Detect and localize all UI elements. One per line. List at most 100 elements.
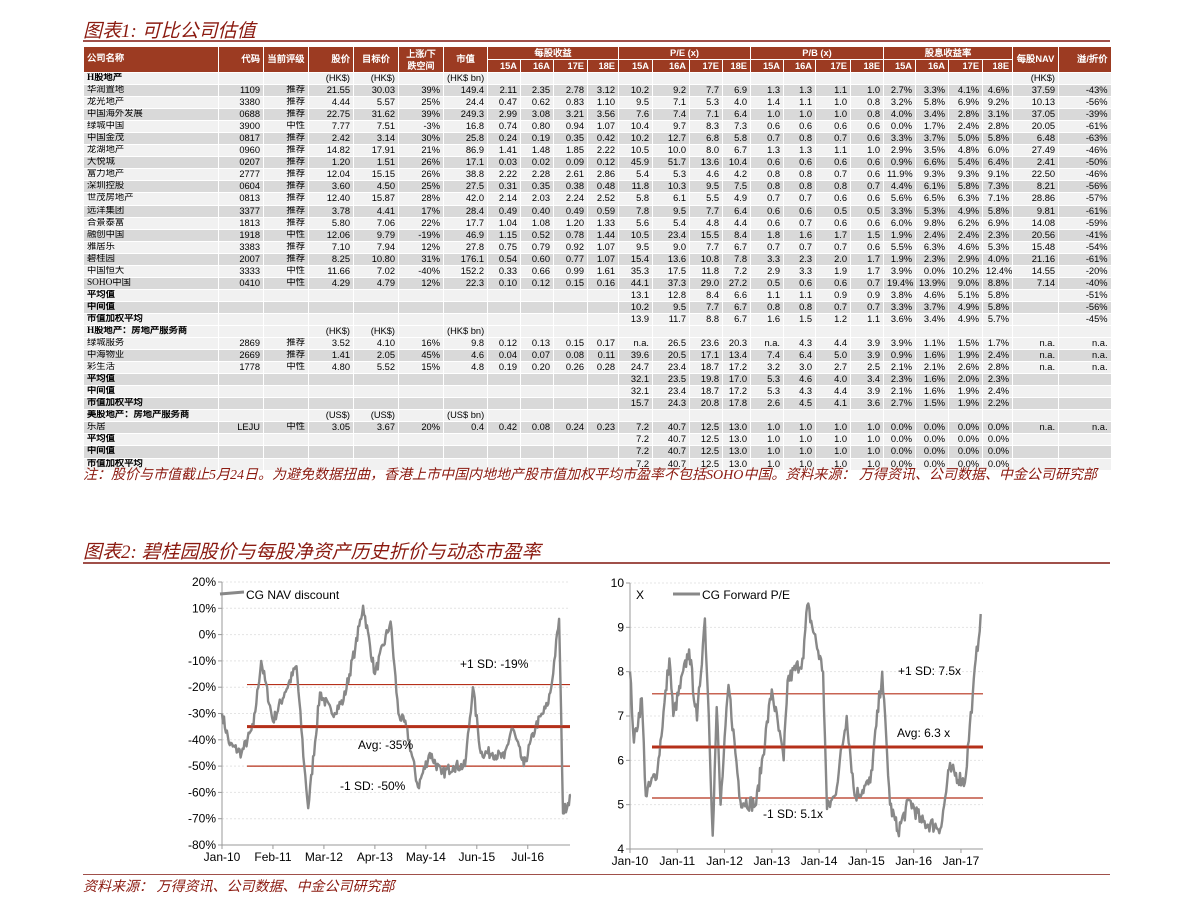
table-cell [520, 313, 554, 326]
table-cell: 0.35 [553, 132, 588, 146]
table-cell: 0688 [218, 108, 264, 122]
table-row: 绿城中国 3900 中性 7.77 7.51 -3% 16.8 0.74 0.80 0.94 1.0… [83, 120, 1111, 134]
x-tick-label: Jan-13 [753, 854, 790, 868]
table-cell: 2.3% [982, 373, 1013, 387]
table-cell: 0.16 [586, 277, 619, 290]
table-cell: 4.9 [722, 192, 751, 206]
table-cell: 176.1 [443, 253, 488, 266]
table-cell: 3900 [218, 120, 264, 134]
x-tick-label: Jan-17 [943, 854, 980, 868]
table-cell: 44.1 [618, 277, 653, 290]
table-cell: 1.5% [948, 337, 983, 351]
header-code: 代码 [218, 47, 264, 73]
table-cell: 推荐 [263, 205, 309, 218]
table-cell: 5.8% [982, 205, 1013, 218]
table-cell: 4.0 [815, 373, 851, 387]
table-cell [553, 325, 588, 339]
table-cell: 0.03 [487, 156, 521, 170]
table-cell: 0.07 [520, 349, 554, 363]
table-cell: 6.6 [722, 289, 751, 302]
table-cell [586, 72, 619, 86]
table-cell [586, 313, 619, 326]
table-cell: 3.8% [883, 289, 916, 302]
table-cell [308, 445, 354, 459]
table-cell: 0.8 [783, 180, 816, 194]
table-cell: 2.3% [915, 253, 949, 266]
table-cell [487, 325, 521, 339]
table-cell: 0.6 [783, 205, 816, 218]
table-cell [218, 409, 264, 423]
table-cell: 14.82 [308, 144, 354, 158]
summary-row: 市值加权平均 7.2 40.7 12.5 13.0 1.0 1.0 1.0 1.0 0.0% 0.0… [83, 458, 1111, 471]
table-cell: 4.5 [783, 397, 816, 411]
table-cell [263, 301, 309, 314]
table-cell: 2.8% [982, 120, 1013, 134]
table-cell [1012, 325, 1059, 339]
table-cell: 0.7 [783, 192, 816, 206]
table-cell [750, 72, 784, 86]
table-cell: 4.80 [308, 361, 354, 375]
table-cell: 6.3% [915, 241, 949, 254]
section-row: H股地产：房地产服务商 (HK$) (HK$) (HK$ bn) [83, 325, 1111, 339]
table-cell: -57% [1058, 192, 1111, 206]
header-pb: P/B (x) [750, 47, 884, 60]
table-cell [783, 409, 816, 423]
table-cell: 9.5 [618, 241, 653, 254]
table-cell: 9.1% [982, 168, 1013, 182]
table-cell: -63% [1058, 132, 1111, 146]
table-cell: 9.79 [353, 229, 399, 242]
table-cell: 8.8% [982, 277, 1013, 290]
table-cell: 15% [398, 361, 444, 375]
table-cell [353, 433, 399, 447]
header-year-18E: 18E [850, 59, 884, 73]
table-cell: 0.60 [520, 253, 554, 266]
table-cell: 远洋集团 [83, 205, 219, 218]
table-cell [982, 325, 1013, 339]
header-year-15A: 15A [750, 59, 784, 73]
table-cell: 5.6 [618, 217, 653, 230]
table-cell: 7.4 [750, 349, 784, 363]
ref-label-avg: Avg: -35% [358, 738, 413, 752]
table-cell [722, 409, 751, 423]
table-cell [263, 409, 309, 423]
table-cell: 4.6% [948, 241, 983, 254]
table-cell: -56% [1058, 180, 1111, 194]
table-cell: 0.6 [815, 120, 851, 134]
table-cell: 3.3% [915, 84, 949, 98]
table-cell [263, 325, 309, 339]
table-cell [487, 289, 521, 302]
table-cell: 6.7 [722, 241, 751, 254]
table-cell: 3333 [218, 265, 264, 278]
x-tick-label: Jul-16 [511, 850, 544, 864]
table-cell: 0.7 [783, 217, 816, 230]
table-cell: 45.9 [618, 156, 653, 170]
table-cell: 1.8 [750, 229, 784, 242]
table-cell: 6.48 [1012, 132, 1059, 146]
legend-label: CG NAV discount [246, 588, 340, 602]
header-year-16A: 16A [652, 59, 690, 73]
table-cell [487, 458, 521, 471]
y-tick-label: 6 [617, 753, 624, 767]
table-cell: -45% [1058, 313, 1111, 326]
table-cell: 5.3% [982, 241, 1013, 254]
table-cell [487, 433, 521, 447]
table-cell [883, 325, 916, 339]
table-cell: 1.1 [815, 84, 851, 98]
table-cell: 17.2 [722, 385, 751, 399]
table-cell: 3377 [218, 205, 264, 218]
table-cell: 1.6% [915, 349, 949, 363]
table-cell: 7.3% [982, 180, 1013, 194]
table-cell [915, 72, 949, 86]
x-tick-label: Jan-10 [204, 850, 241, 864]
y-tick-label: 4 [617, 842, 624, 856]
table-cell: 3.9 [850, 385, 884, 399]
table-cell: 13.9% [915, 277, 949, 290]
table-cell: 26.5 [652, 337, 690, 351]
table-cell: 龙光地产 [83, 96, 219, 110]
title-rule [83, 40, 1110, 42]
header-yield: 股息收益率 [883, 47, 1013, 60]
header-year-17E: 17E [689, 59, 723, 73]
table-cell: 18.7 [689, 385, 723, 399]
table-cell: 1.0 [815, 458, 851, 471]
table-cell: 2.61 [553, 168, 588, 182]
